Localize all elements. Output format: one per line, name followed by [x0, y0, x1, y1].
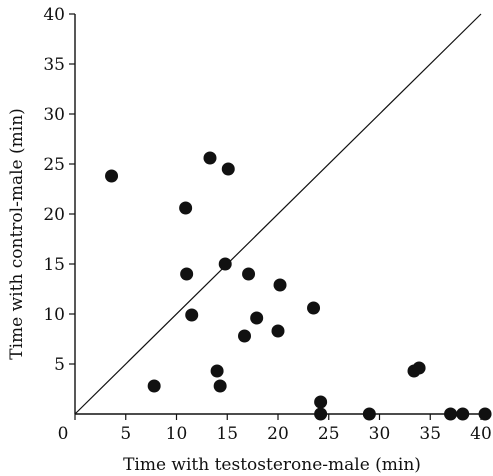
x-tick-label: 30	[369, 424, 391, 444]
y-tick-label: 35	[43, 55, 65, 75]
scatter-point	[456, 407, 470, 421]
scatter-point	[314, 395, 328, 409]
y-tick-label: 25	[43, 155, 65, 175]
x-tick-label: 5	[120, 424, 131, 444]
y-tick-label: 5	[54, 355, 65, 375]
scatter-point	[105, 169, 119, 183]
x-tick-label: 25	[318, 424, 340, 444]
scatter-point	[444, 407, 458, 421]
y-axis-title: Time with control-male (min)	[7, 108, 27, 360]
x-axis-title: Time with testosterone-male (min)	[123, 455, 421, 475]
x-tick-label: 0	[58, 424, 69, 444]
scatter-point	[273, 278, 287, 292]
scatter-point	[314, 407, 328, 421]
scatter-point	[412, 361, 426, 375]
scatter-point	[180, 267, 194, 281]
scatter-point	[250, 311, 264, 325]
y-tick-label: 30	[43, 105, 65, 125]
scatter-point	[362, 407, 376, 421]
scatter-point	[242, 267, 256, 281]
scatter-point	[271, 324, 285, 338]
x-tick-label: 20	[267, 424, 289, 444]
y-tick-label: 40	[43, 5, 65, 25]
ticks-layer: 0 5 10 15 20 25 30 35 40 5 10 15 20 25 30 35 40	[43, 5, 491, 444]
identity-line-layer	[74, 13, 482, 415]
x-tick-label: 10	[166, 424, 188, 444]
x-tick-label: 35	[419, 424, 441, 444]
identity-line	[74, 13, 482, 415]
y-tick-label: 10	[43, 305, 65, 325]
x-tick-label: 40	[470, 424, 492, 444]
scatter-point	[185, 308, 199, 322]
scatter-point	[478, 407, 492, 421]
scatter-point	[218, 257, 232, 271]
y-tick-label: 15	[43, 255, 65, 275]
y-tick-label: 20	[43, 205, 65, 225]
scatter-point	[147, 379, 161, 393]
scatter-point	[213, 379, 227, 393]
scatter-point	[203, 151, 217, 165]
scatter-point	[210, 364, 224, 378]
points-layer	[105, 151, 492, 421]
scatter-point	[179, 201, 193, 215]
scatter-point	[307, 301, 321, 315]
scatter-point	[238, 329, 252, 343]
labels-layer: Time with testosterone-male (min) Time w…	[7, 108, 421, 475]
x-tick-label: 15	[216, 424, 238, 444]
scatter-point	[221, 162, 235, 176]
